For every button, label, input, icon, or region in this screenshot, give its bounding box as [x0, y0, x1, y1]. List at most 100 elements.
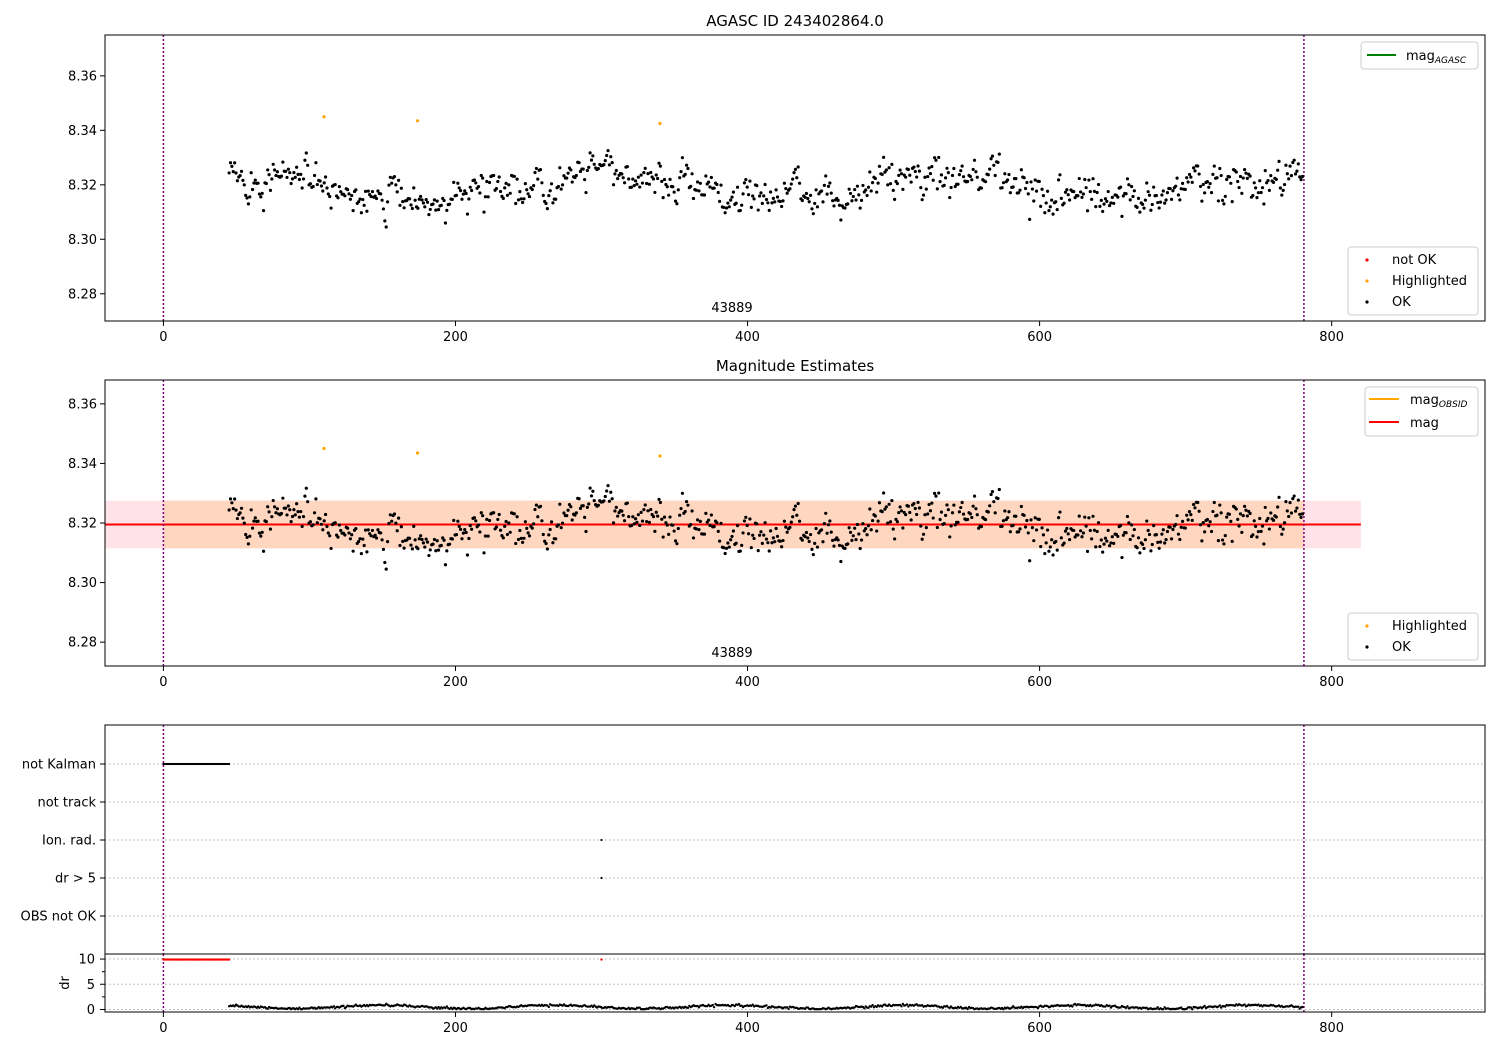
ok-point	[989, 492, 993, 497]
ok-point	[481, 176, 485, 180]
ok-point	[1209, 529, 1214, 534]
y-tick-label: 8.34	[68, 457, 97, 472]
ok-point	[1160, 532, 1164, 536]
ok-point	[734, 201, 738, 205]
ok-point	[683, 172, 687, 176]
ok-point	[656, 514, 660, 518]
ok-point	[1138, 210, 1142, 214]
ok-point	[245, 535, 249, 540]
ok-point	[388, 175, 392, 179]
flag-label: dr > 5	[55, 872, 96, 887]
ok-point	[859, 538, 864, 542]
ok-point	[876, 181, 880, 185]
ok-point	[292, 508, 296, 512]
panel1-legend-points: not OK Highlighted OK	[1347, 246, 1479, 316]
ok-point	[1176, 532, 1181, 536]
ok-point	[312, 511, 317, 515]
highlighted-point	[322, 115, 326, 119]
ok-point	[339, 190, 343, 194]
ok-point	[409, 543, 413, 547]
ok-point	[1096, 182, 1101, 187]
ok-point	[381, 207, 386, 211]
highlighted-point	[658, 454, 662, 458]
ok-point	[657, 161, 661, 165]
ok-point	[716, 529, 720, 533]
ok-point	[694, 527, 698, 531]
dr-point	[1191, 1008, 1194, 1011]
ok-point	[926, 512, 930, 516]
highlighted-point	[415, 451, 420, 455]
ok-point	[813, 201, 817, 206]
ok-point	[441, 536, 445, 540]
ok-point	[895, 520, 899, 524]
ok-point	[268, 527, 273, 531]
ok-point	[423, 205, 427, 209]
ok-point	[1001, 519, 1006, 523]
ok-point	[1242, 504, 1247, 508]
ok-point	[408, 536, 412, 540]
ok-point	[290, 177, 295, 181]
ok-point	[1242, 168, 1247, 172]
ok-point	[492, 511, 496, 515]
ok-point	[439, 203, 443, 207]
ok-point	[855, 184, 860, 188]
ok-point	[472, 516, 476, 520]
ok-point	[412, 524, 416, 528]
ok-point	[1285, 509, 1289, 513]
ok-point	[427, 212, 431, 217]
ok-point	[1128, 198, 1132, 202]
ok-point	[1039, 544, 1043, 549]
ok-point	[1062, 541, 1066, 545]
ok-point	[1045, 189, 1050, 193]
ok-point	[924, 526, 928, 530]
ok-point	[1147, 193, 1152, 197]
ok-point	[645, 181, 649, 186]
ok-point	[274, 173, 278, 178]
ok-point	[1025, 518, 1029, 523]
ok-point	[972, 494, 977, 498]
ok-point	[627, 515, 631, 519]
ok-point	[763, 521, 767, 525]
ok-point	[658, 500, 662, 505]
ok-point	[244, 532, 248, 537]
ok-point	[1011, 185, 1015, 189]
ok-point	[729, 198, 733, 202]
ok-point	[920, 537, 924, 541]
ok-point	[1277, 495, 1281, 499]
ok-point	[992, 500, 996, 504]
ok-point	[660, 517, 664, 521]
ok-point	[930, 501, 934, 505]
ok-point	[1291, 160, 1295, 165]
ok-point	[697, 189, 701, 193]
ok-point	[851, 534, 855, 538]
ok-point	[1259, 529, 1263, 533]
ok-point	[394, 183, 398, 187]
ok-point	[379, 192, 383, 196]
ok-point	[1156, 200, 1160, 205]
ok-point	[811, 212, 815, 216]
ok-point	[893, 537, 897, 541]
ok-point	[680, 491, 685, 495]
ok-point	[286, 167, 290, 171]
ok-point	[1223, 534, 1227, 538]
ok-point	[792, 171, 796, 175]
ok-point	[944, 513, 948, 517]
ok-point	[459, 527, 463, 531]
ok-point	[534, 503, 538, 507]
ok-point	[1106, 189, 1110, 194]
dr-y-tick-label: 10	[78, 953, 95, 968]
ok-point	[592, 498, 596, 503]
ok-point	[864, 188, 868, 192]
ok-point	[953, 523, 957, 527]
ok-point	[1058, 173, 1062, 177]
ok-point	[311, 184, 315, 189]
ok-point	[1158, 540, 1163, 544]
ok-point	[609, 490, 613, 494]
ok-point	[242, 183, 246, 187]
ok-point	[718, 199, 722, 203]
ok-point	[966, 179, 970, 184]
ok-point	[547, 194, 551, 198]
ok-point	[1234, 507, 1238, 511]
ok-point	[250, 187, 255, 192]
legend-notok-label: not OK	[1392, 253, 1437, 268]
